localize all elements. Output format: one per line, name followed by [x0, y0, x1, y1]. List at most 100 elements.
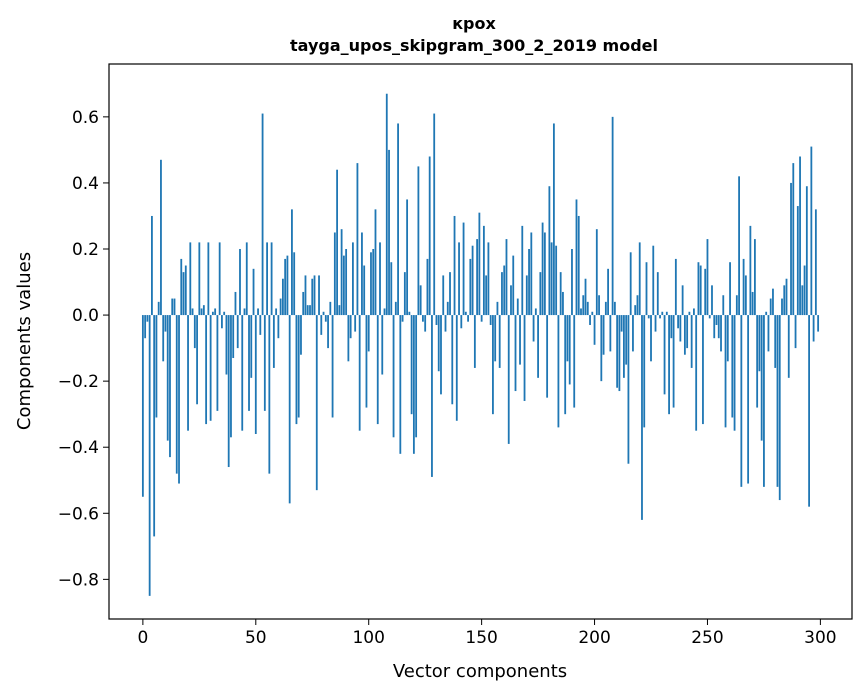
bar: [756, 315, 759, 408]
bar: [516, 298, 519, 316]
y-axis-label: Components values: [14, 252, 35, 430]
bar-series: [141, 93, 820, 596]
bar: [487, 242, 490, 316]
bar: [455, 315, 458, 421]
bar: [557, 315, 560, 428]
bar: [151, 215, 153, 316]
y-tick-label: 0.4: [72, 174, 99, 194]
bar: [171, 298, 174, 316]
bar: [340, 229, 343, 316]
bar: [187, 315, 189, 431]
bar: [164, 315, 167, 332]
bar: [302, 291, 305, 316]
bar: [699, 265, 702, 316]
bar: [539, 272, 542, 316]
bar: [370, 252, 372, 316]
bar: [564, 315, 567, 415]
bar: [634, 305, 637, 316]
bar: [555, 245, 558, 316]
bar: [153, 315, 156, 537]
bar: [767, 315, 770, 352]
x-axis-label: Vector components: [393, 661, 567, 682]
bar: [356, 163, 359, 316]
bar: [744, 275, 747, 316]
bar: [532, 315, 535, 342]
bar: [749, 225, 752, 316]
bar: [205, 315, 208, 425]
bar: [489, 315, 492, 325]
bar: [643, 315, 646, 428]
bar: [162, 315, 165, 362]
bar: [505, 239, 508, 316]
bar: [327, 315, 329, 349]
bar: [681, 285, 684, 316]
bar: [209, 315, 212, 421]
bar: [442, 275, 445, 316]
bar: [458, 242, 460, 316]
bar: [512, 255, 515, 316]
bar: [342, 255, 345, 316]
bar: [772, 288, 774, 316]
bar: [372, 249, 375, 316]
y-tick-label: −0.8: [58, 570, 99, 590]
bar: [781, 298, 783, 316]
bar: [352, 242, 354, 316]
bar: [214, 308, 217, 316]
bar: [329, 301, 332, 316]
bar: [361, 232, 363, 316]
bar: [794, 315, 797, 349]
x-tick-label: 200: [578, 628, 610, 648]
x-axis-ticks: 0 50 100 150 200 250 300: [137, 619, 837, 648]
bar: [731, 315, 734, 418]
bar: [270, 242, 273, 316]
bar: [363, 265, 366, 316]
bar: [266, 242, 268, 316]
bar: [688, 311, 691, 316]
bar: [650, 315, 652, 362]
bar: [647, 315, 650, 319]
bar: [534, 308, 537, 316]
bar: [175, 315, 178, 474]
bar: [586, 301, 589, 316]
bar: [261, 113, 264, 316]
bar: [155, 315, 158, 418]
bar: [257, 308, 259, 316]
bar: [602, 315, 605, 355]
bar: [769, 298, 772, 316]
x-tick-label: 300: [804, 628, 836, 648]
bar: [367, 315, 370, 352]
bar: [580, 308, 582, 316]
bar: [591, 311, 594, 316]
bar: [399, 315, 402, 454]
bar: [713, 315, 716, 339]
bar: [347, 315, 350, 362]
bar: [595, 229, 598, 316]
bar: [223, 311, 226, 316]
bar: [801, 285, 804, 316]
bar: [711, 285, 713, 316]
bar: [674, 258, 677, 316]
bar: [523, 315, 526, 401]
bar: [636, 295, 639, 316]
bar: [638, 242, 641, 316]
bar: [202, 305, 205, 316]
bar: [263, 315, 266, 411]
bar: [315, 315, 318, 491]
bar: [211, 311, 214, 316]
bar: [331, 315, 334, 418]
bar: [496, 301, 499, 316]
bar: [286, 255, 289, 316]
bar: [381, 315, 384, 375]
bar: [464, 311, 467, 316]
bar: [234, 291, 237, 316]
bar: [618, 315, 621, 392]
bar: [460, 315, 463, 329]
bar: [365, 315, 368, 408]
bar: [525, 275, 528, 316]
bar: [543, 232, 546, 316]
bar: [397, 123, 399, 316]
bar: [654, 315, 657, 332]
bar: [435, 315, 438, 325]
bar: [291, 209, 293, 316]
bar: [227, 315, 230, 468]
